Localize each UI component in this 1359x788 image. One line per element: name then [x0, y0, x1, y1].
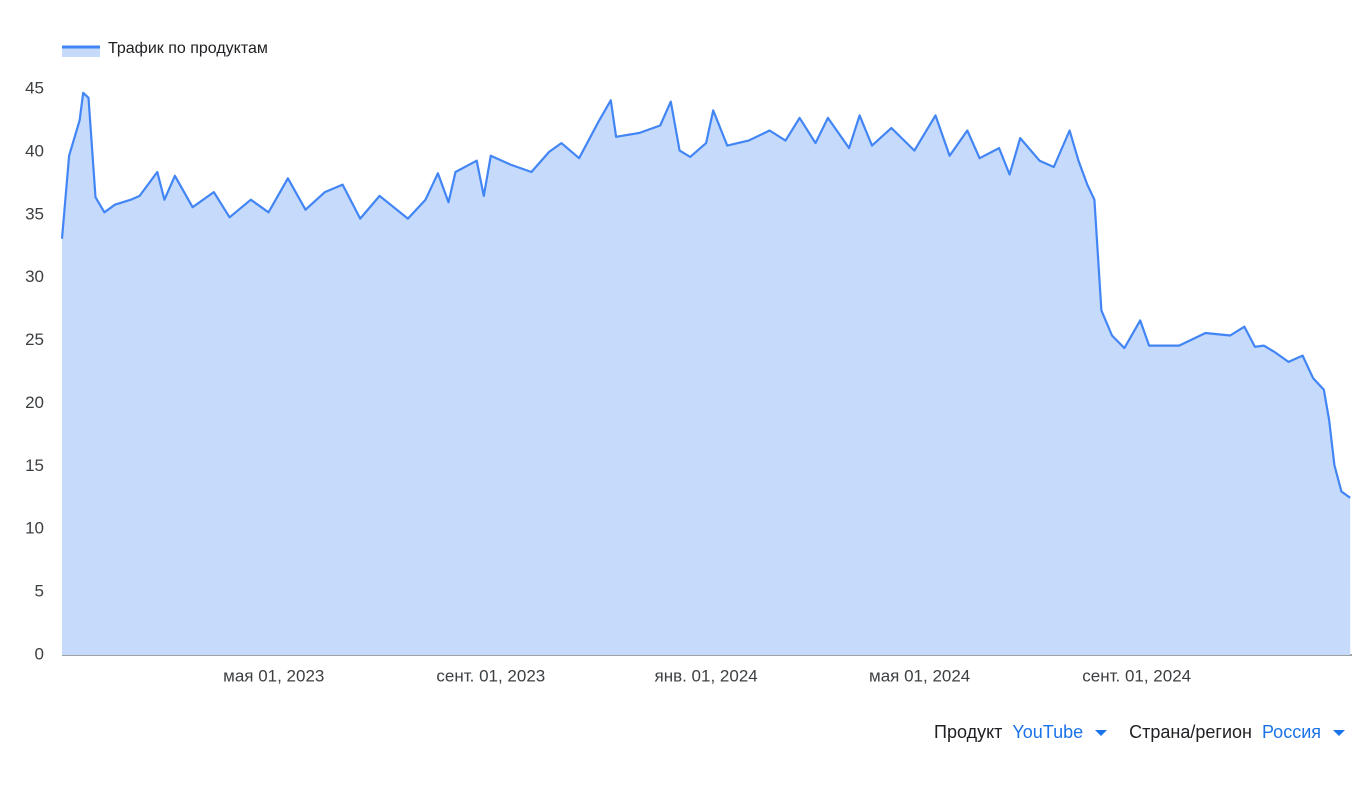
filter: Страна/регион Россия [1129, 722, 1345, 743]
filter: Продукт YouTube [934, 722, 1108, 743]
y-tick-label: 5 [35, 582, 44, 601]
filter-value[interactable]: YouTube [1012, 722, 1084, 742]
y-tick-label: 20 [25, 393, 44, 412]
x-tick-label: сент. 01, 2023 [436, 666, 545, 685]
x-tick-label: мая 01, 2023 [223, 666, 324, 685]
y-tick-label: 45 [25, 78, 44, 97]
filter-dropdown[interactable]: YouTube [1012, 722, 1108, 743]
y-tick-label: 10 [25, 519, 44, 538]
y-tick-label: 25 [25, 330, 44, 349]
filter-value[interactable]: Россия [1261, 722, 1321, 742]
filter-label: Продукт [934, 722, 1003, 742]
dropdown-arrow[interactable] [1333, 729, 1345, 736]
y-tick-label: 15 [25, 456, 44, 475]
y-tick-label: 30 [25, 267, 44, 286]
filter-dropdown[interactable]: Россия [1262, 722, 1345, 743]
x-tick-label: мая 01, 2024 [869, 666, 970, 685]
area-line [60, 91, 1351, 499]
legend-label: Трафик по продуктам [108, 40, 268, 57]
filters: Продукт YouTube Страна/регион Россия [934, 722, 1345, 743]
filter-label: Страна/регион [1129, 722, 1252, 742]
chart: 0 5 10 15 20 25 30 35 40 45 мая 01, 2023 сент. 01, … [25, 40, 1352, 685]
y-tick-label: 0 [35, 644, 44, 663]
legend-swatch [62, 46, 100, 57]
dropdown-arrow[interactable] [1095, 729, 1108, 736]
y-tick-label: 35 [25, 204, 44, 223]
area-fill [62, 92, 1351, 656]
x-tick-label: янв. 01, 2024 [654, 666, 757, 685]
x-tick-label: сент. 01, 2024 [1082, 666, 1191, 685]
y-tick-label: 40 [25, 141, 44, 160]
